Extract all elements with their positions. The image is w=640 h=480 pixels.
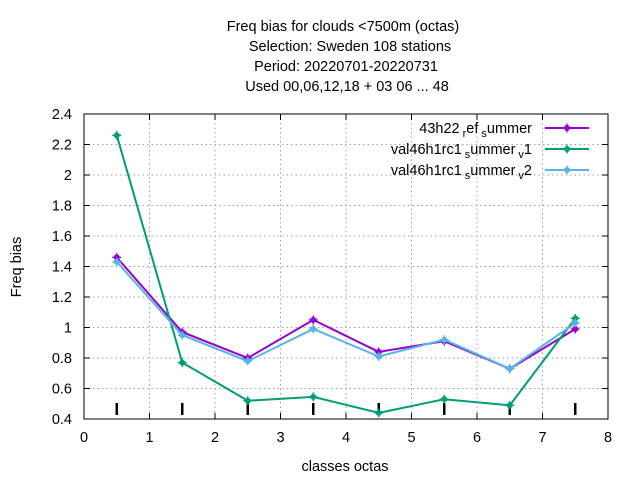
y-tick-label: 1.2: [52, 290, 72, 306]
legend-label-part: ummer: [470, 142, 515, 158]
legend-entry-1: 43h22 ref summer: [419, 121, 589, 140]
x-tick-label: 2: [211, 430, 219, 446]
legend-label-part: v: [518, 149, 524, 161]
tick-labels: 0 1 2 3 4 5 6 7 8 0.4 0.6 0.8 1 1.2 1.4 1.6 1.8 2 2.2 2.4: [52, 107, 612, 446]
x-tick-label: 0: [80, 430, 88, 446]
legend-swatch-marker: [562, 123, 572, 133]
x-tick-label: 8: [604, 430, 612, 446]
data-point-series-3: [570, 318, 580, 328]
legend-label-part: val46h1rc1: [391, 163, 462, 179]
x-tick-label: 1: [145, 430, 153, 446]
y-tick-label: 1: [64, 321, 72, 337]
data-point-series-3: [177, 330, 187, 340]
x-tick-label: 7: [538, 430, 546, 446]
axes: [83, 113, 609, 420]
legend-label-part: v: [518, 170, 524, 182]
chart-title-line-1: Freq bias for clouds <7500m (octas): [227, 19, 460, 35]
legend-label-part: ummer: [487, 121, 532, 137]
legend-label: 43h22 ref summer: [419, 121, 532, 140]
legend-label-part: s: [481, 128, 487, 140]
data-point-series-2: [505, 400, 515, 410]
y-axis-label: Freq bias: [9, 237, 25, 297]
legend-label-part: s: [465, 170, 471, 182]
x-tick-label: 5: [407, 430, 415, 446]
data-point-series-3: [374, 351, 384, 361]
data-point-series-3: [112, 257, 122, 267]
legend-swatch-marker: [562, 144, 572, 154]
y-tick-label: 0.8: [52, 351, 72, 367]
legend-label-part: 2: [524, 163, 532, 179]
y-tick-label: 2: [64, 168, 72, 184]
legend-entry-2: val46h1rc1 summer v1: [391, 142, 589, 161]
legend-label: val46h1rc1 summer v2: [391, 163, 532, 182]
chart-title-line-2: Selection: Sweden 108 stations: [249, 39, 451, 55]
legend-label-part: ef: [466, 121, 479, 137]
y-tick-label: 0.6: [52, 382, 72, 398]
legend-swatch-marker: [562, 165, 572, 175]
y-tick-label: 1.4: [52, 260, 72, 276]
data-point-series-3: [243, 356, 253, 366]
grid: [84, 114, 608, 419]
y-tick-label: 2.4: [52, 107, 72, 123]
data-point-series-2: [374, 408, 384, 418]
chart-title: Freq bias for clouds <7500m (octas) Sele…: [227, 19, 460, 95]
y-tick-label: 1.6: [52, 229, 72, 245]
data-point-series-3: [308, 324, 318, 334]
data-point-series-2: [243, 396, 253, 406]
legend-label-part: 1: [524, 142, 532, 158]
chart-title-line-4: Used 00,06,12,18 + 03 06 ... 48: [245, 79, 449, 95]
legend-label-part: ummer: [470, 163, 515, 179]
x-tick-label: 6: [473, 430, 481, 446]
data-point-series-2: [177, 358, 187, 368]
data-point-series-3: [505, 364, 515, 374]
legend-label-part: s: [465, 149, 471, 161]
x-axis-label: classes octas: [301, 459, 388, 475]
y-tick-label: 2.2: [52, 138, 72, 154]
y-tick-label: 0.4: [52, 412, 72, 428]
x-tick-label: 4: [342, 430, 350, 446]
legend-label-part: r: [463, 128, 467, 140]
data-point-series-3: [439, 335, 449, 345]
series-line-2: [115, 135, 577, 414]
legend-label-part: val46h1rc1: [391, 142, 462, 158]
series-line-3: [116, 261, 576, 370]
plot-border: [83, 113, 609, 420]
data-point-series-2: [112, 130, 122, 140]
data-point-series-2: [439, 394, 449, 404]
legend-label-part: 43h22: [419, 121, 459, 137]
data-point-series-1: [308, 315, 318, 325]
data-point-series-2: [308, 392, 318, 402]
legend-entry-3: val46h1rc1 summer v2: [391, 163, 589, 182]
chart-title-line-3: Period: 20220701-20220731: [254, 59, 438, 75]
x-tick-label: 3: [276, 430, 284, 446]
y-tick-label: 1.8: [52, 199, 72, 215]
series-lines: [112, 130, 580, 418]
legend-label: val46h1rc1 summer v1: [391, 142, 532, 161]
